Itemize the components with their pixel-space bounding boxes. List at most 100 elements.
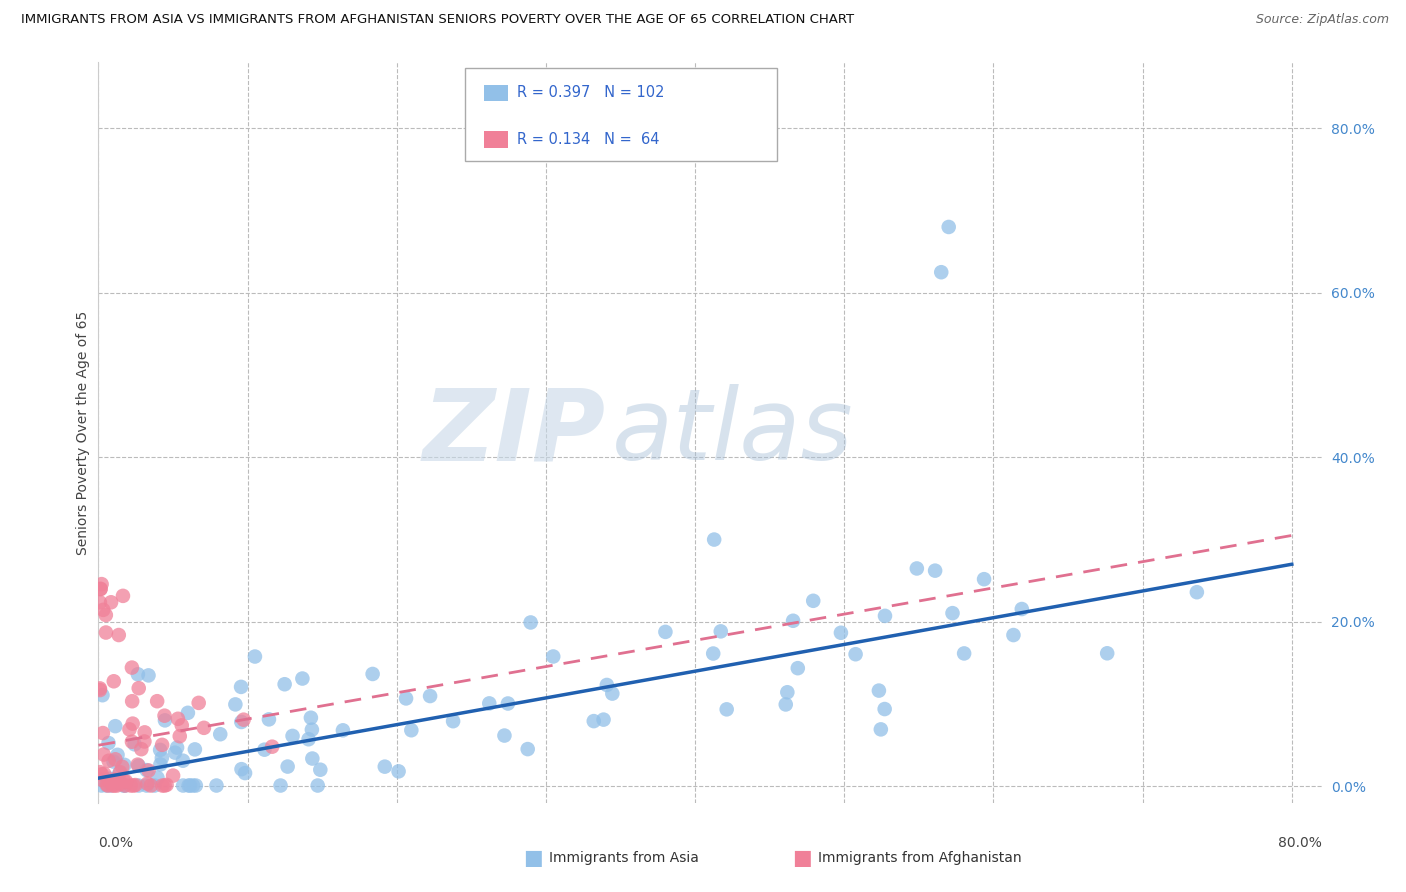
Point — [973, 572, 995, 586]
Point — [105, 779, 128, 793]
Point — [121, 716, 143, 731]
Point — [89, 681, 111, 696]
Point — [291, 672, 314, 686]
Point — [107, 628, 129, 642]
Point — [602, 687, 624, 701]
Point — [869, 723, 891, 737]
Point — [301, 723, 323, 737]
Point — [91, 603, 114, 617]
Point — [135, 763, 157, 777]
Point — [172, 754, 194, 768]
Text: R = 0.134   N =  64: R = 0.134 N = 64 — [517, 132, 659, 147]
Point — [138, 764, 160, 778]
Point — [121, 694, 143, 708]
Point — [96, 778, 118, 792]
Point — [110, 776, 132, 790]
Point — [162, 768, 184, 782]
Point — [134, 725, 156, 739]
Text: ZIP: ZIP — [423, 384, 606, 481]
Point — [496, 697, 519, 711]
Point — [179, 779, 201, 793]
Point — [131, 742, 153, 756]
Point — [519, 615, 541, 630]
Point — [209, 727, 232, 741]
Point — [90, 582, 112, 596]
Point — [905, 561, 928, 575]
Point — [90, 779, 112, 793]
Point — [134, 734, 156, 748]
Point — [873, 702, 896, 716]
Point — [163, 746, 186, 760]
Point — [103, 674, 125, 689]
Point — [845, 647, 868, 661]
Point — [118, 723, 141, 737]
Point — [297, 732, 319, 747]
Point — [301, 751, 323, 765]
Point — [90, 772, 112, 787]
Point — [270, 779, 292, 793]
Point — [181, 779, 204, 793]
Point — [716, 702, 738, 716]
Point — [262, 739, 284, 754]
Point — [281, 729, 304, 743]
Point — [229, 680, 252, 694]
Point — [395, 691, 418, 706]
Point — [127, 757, 149, 772]
Point — [277, 759, 299, 773]
Point — [149, 757, 172, 772]
Point — [90, 767, 112, 781]
Point — [124, 778, 146, 792]
Point — [1011, 602, 1033, 616]
Point — [374, 759, 396, 773]
Point — [224, 698, 246, 712]
Point — [441, 714, 464, 729]
Point — [172, 779, 194, 793]
Point — [193, 721, 215, 735]
Point — [89, 765, 111, 780]
Point — [97, 779, 120, 793]
Point — [108, 766, 131, 780]
Point — [243, 649, 266, 664]
Point — [592, 713, 614, 727]
Point — [138, 668, 160, 682]
Point — [143, 779, 166, 793]
Point — [120, 779, 142, 793]
Point — [299, 711, 322, 725]
Point — [97, 754, 120, 768]
Point — [205, 779, 228, 793]
Point — [114, 757, 136, 772]
Point — [135, 779, 157, 793]
Point — [401, 723, 423, 738]
Point — [89, 595, 111, 609]
Point — [96, 779, 118, 793]
Point — [89, 582, 111, 596]
Point — [100, 779, 122, 793]
Text: R = 0.397   N = 102: R = 0.397 N = 102 — [517, 86, 664, 100]
Point — [98, 775, 121, 789]
Point — [112, 773, 135, 788]
Y-axis label: Seniors Poverty Over the Age of 65: Seniors Poverty Over the Age of 65 — [76, 310, 90, 555]
Point — [114, 779, 136, 793]
Point — [253, 742, 276, 756]
Point — [169, 729, 191, 743]
Point — [1002, 628, 1025, 642]
Point — [654, 624, 676, 639]
Point — [232, 713, 254, 727]
Point — [801, 594, 824, 608]
Bar — [484, 85, 508, 101]
Text: ■: ■ — [792, 848, 811, 868]
Point — [153, 714, 176, 728]
Point — [128, 779, 150, 793]
Point — [873, 608, 896, 623]
Point — [775, 698, 797, 712]
Point — [231, 762, 253, 776]
Point — [128, 759, 150, 773]
FancyBboxPatch shape — [465, 69, 778, 161]
Point — [124, 737, 146, 751]
Point — [233, 766, 256, 780]
Point — [146, 694, 169, 708]
Point — [104, 719, 127, 733]
Text: IMMIGRANTS FROM ASIA VS IMMIGRANTS FROM AFGHANISTAN SENIORS POVERTY OVER THE AGE: IMMIGRANTS FROM ASIA VS IMMIGRANTS FROM … — [21, 13, 855, 27]
Point — [155, 778, 177, 792]
Point — [167, 712, 190, 726]
